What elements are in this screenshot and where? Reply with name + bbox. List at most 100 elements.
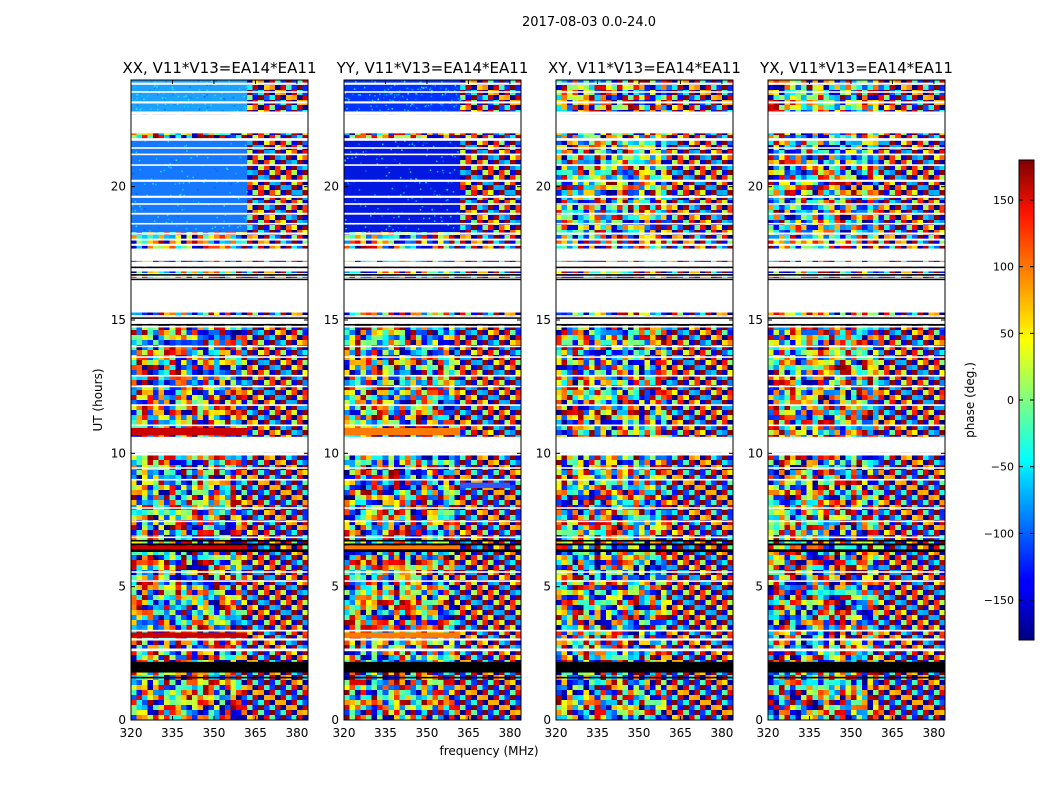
coherent-speck [410, 97, 413, 100]
flagged-band-0-27 [131, 261, 308, 267]
coherent-speck [186, 175, 189, 178]
panel-1: YY, V11*V13=EA14*EA11 320 335 350 365 380 0 5 10… [324, 59, 529, 740]
coherent-speck [398, 93, 400, 96]
flagged-band-3-38 [768, 153, 945, 156]
coherent-speck [427, 104, 430, 107]
coherent-speck [388, 171, 391, 174]
y-tick-label: 0 [331, 713, 339, 727]
flagged-band-1-25 [344, 273, 521, 275]
flagged-band-3-12 [768, 424, 945, 427]
panel-title-2: XY, V11*V13=EA14*EA11 [548, 59, 741, 77]
coherent-speck [368, 231, 370, 233]
coherent-speck [139, 168, 141, 171]
flagged-band-1-1 [344, 638, 521, 641]
coherent-speck [385, 104, 387, 107]
coherent-speck [188, 181, 191, 184]
coherent-speck [170, 87, 173, 90]
flagged-band-0-38 [131, 153, 308, 156]
coherent-speck [391, 99, 393, 102]
coherent-speck [226, 170, 228, 173]
coherent-speck [173, 207, 176, 209]
black-band-2-9 [556, 266, 733, 269]
flagged-band-1-42 [344, 111, 521, 115]
flagged-band-2-12 [556, 424, 733, 427]
flagged-band-0-29 [131, 243, 308, 246]
black-band-2-0 [556, 661, 733, 673]
flagged-band-1-27 [344, 261, 521, 267]
flagged-band-0-32 [131, 222, 308, 225]
coherent-speck [192, 176, 194, 179]
coherent-speck [152, 183, 154, 185]
coherent-speck [433, 193, 435, 195]
flagged-band-3-26 [768, 266, 945, 272]
coherent-speck [351, 157, 353, 159]
coherent-speck [359, 94, 361, 96]
coherent-speck [408, 218, 410, 221]
flagged-band-1-12 [344, 424, 521, 427]
y-tick-label: 5 [755, 580, 763, 594]
coherent-speck [405, 88, 408, 90]
coherent-speck [221, 84, 224, 86]
coherent-speck [346, 108, 348, 110]
coherent-speck [212, 96, 215, 99]
coherent-speck [393, 216, 395, 219]
flagged-band-3-33 [768, 212, 945, 215]
coherent-speck [223, 220, 226, 223]
coherent-speck [131, 210, 133, 212]
coherent-speck [396, 93, 399, 96]
coherent-speck [344, 92, 347, 95]
y-tick-label: 10 [748, 446, 763, 460]
coherent-speck [398, 99, 400, 102]
flagged-band-0-12 [131, 424, 308, 427]
flagged-band-1-7 [344, 507, 521, 509]
colorbar-tick-label: 0 [1007, 394, 1014, 407]
flagged-band-2-41 [556, 114, 733, 134]
coherent-speck [374, 95, 376, 97]
coherent-speck [455, 93, 458, 96]
coherent-speck [239, 156, 242, 159]
coherent-speck [193, 97, 196, 99]
coherent-speck [145, 106, 147, 109]
flagged-band-3-34 [768, 203, 945, 205]
flagged-band-0-9 [131, 467, 308, 469]
coherent-speck [384, 89, 386, 92]
flagged-band-0-40 [131, 138, 308, 141]
coherent-speck [215, 80, 217, 82]
coherent-speck [355, 152, 358, 155]
coherent-speck [418, 81, 421, 84]
y-tick-label: 20 [536, 180, 551, 194]
x-tick-label: 365 [244, 726, 267, 740]
flagged-band-2-42 [556, 111, 733, 115]
coherent-speck [386, 166, 388, 169]
coherent-speck [446, 188, 449, 191]
coherent-speck [197, 106, 200, 108]
flagged-band-3-21 [768, 315, 945, 317]
coherent-speck [171, 86, 174, 89]
coherent-speck [442, 169, 444, 172]
flagged-band-0-35 [131, 195, 308, 198]
flagged-band-2-32 [556, 222, 733, 225]
coherent-speck [168, 166, 170, 168]
coherent-speck [205, 109, 208, 112]
coherent-region-0-1 [131, 138, 248, 232]
flagged-band-0-43 [131, 101, 308, 104]
flagged-band-2-34 [556, 203, 733, 205]
flagged-band-2-24 [556, 275, 733, 277]
flagged-band-2-28 [556, 248, 733, 261]
black-band-1-9 [344, 266, 521, 269]
coherent-speck [185, 144, 188, 147]
coherent-speck [407, 198, 409, 201]
coherent-speck [450, 181, 453, 184]
phase-noise-2 [556, 80, 733, 720]
x-tick-label: 335 [586, 726, 609, 740]
coherent-speck [396, 84, 399, 86]
coherent-speck [245, 86, 247, 88]
coherent-speck [360, 162, 362, 164]
coherent-speck [176, 103, 179, 106]
coherent-speck [154, 84, 156, 87]
y-tick-label: 15 [111, 313, 126, 327]
coherent-speck [178, 194, 181, 197]
coherent-speck [157, 93, 159, 96]
coherent-speck [438, 194, 441, 196]
y-tick-label: 0 [755, 713, 763, 727]
